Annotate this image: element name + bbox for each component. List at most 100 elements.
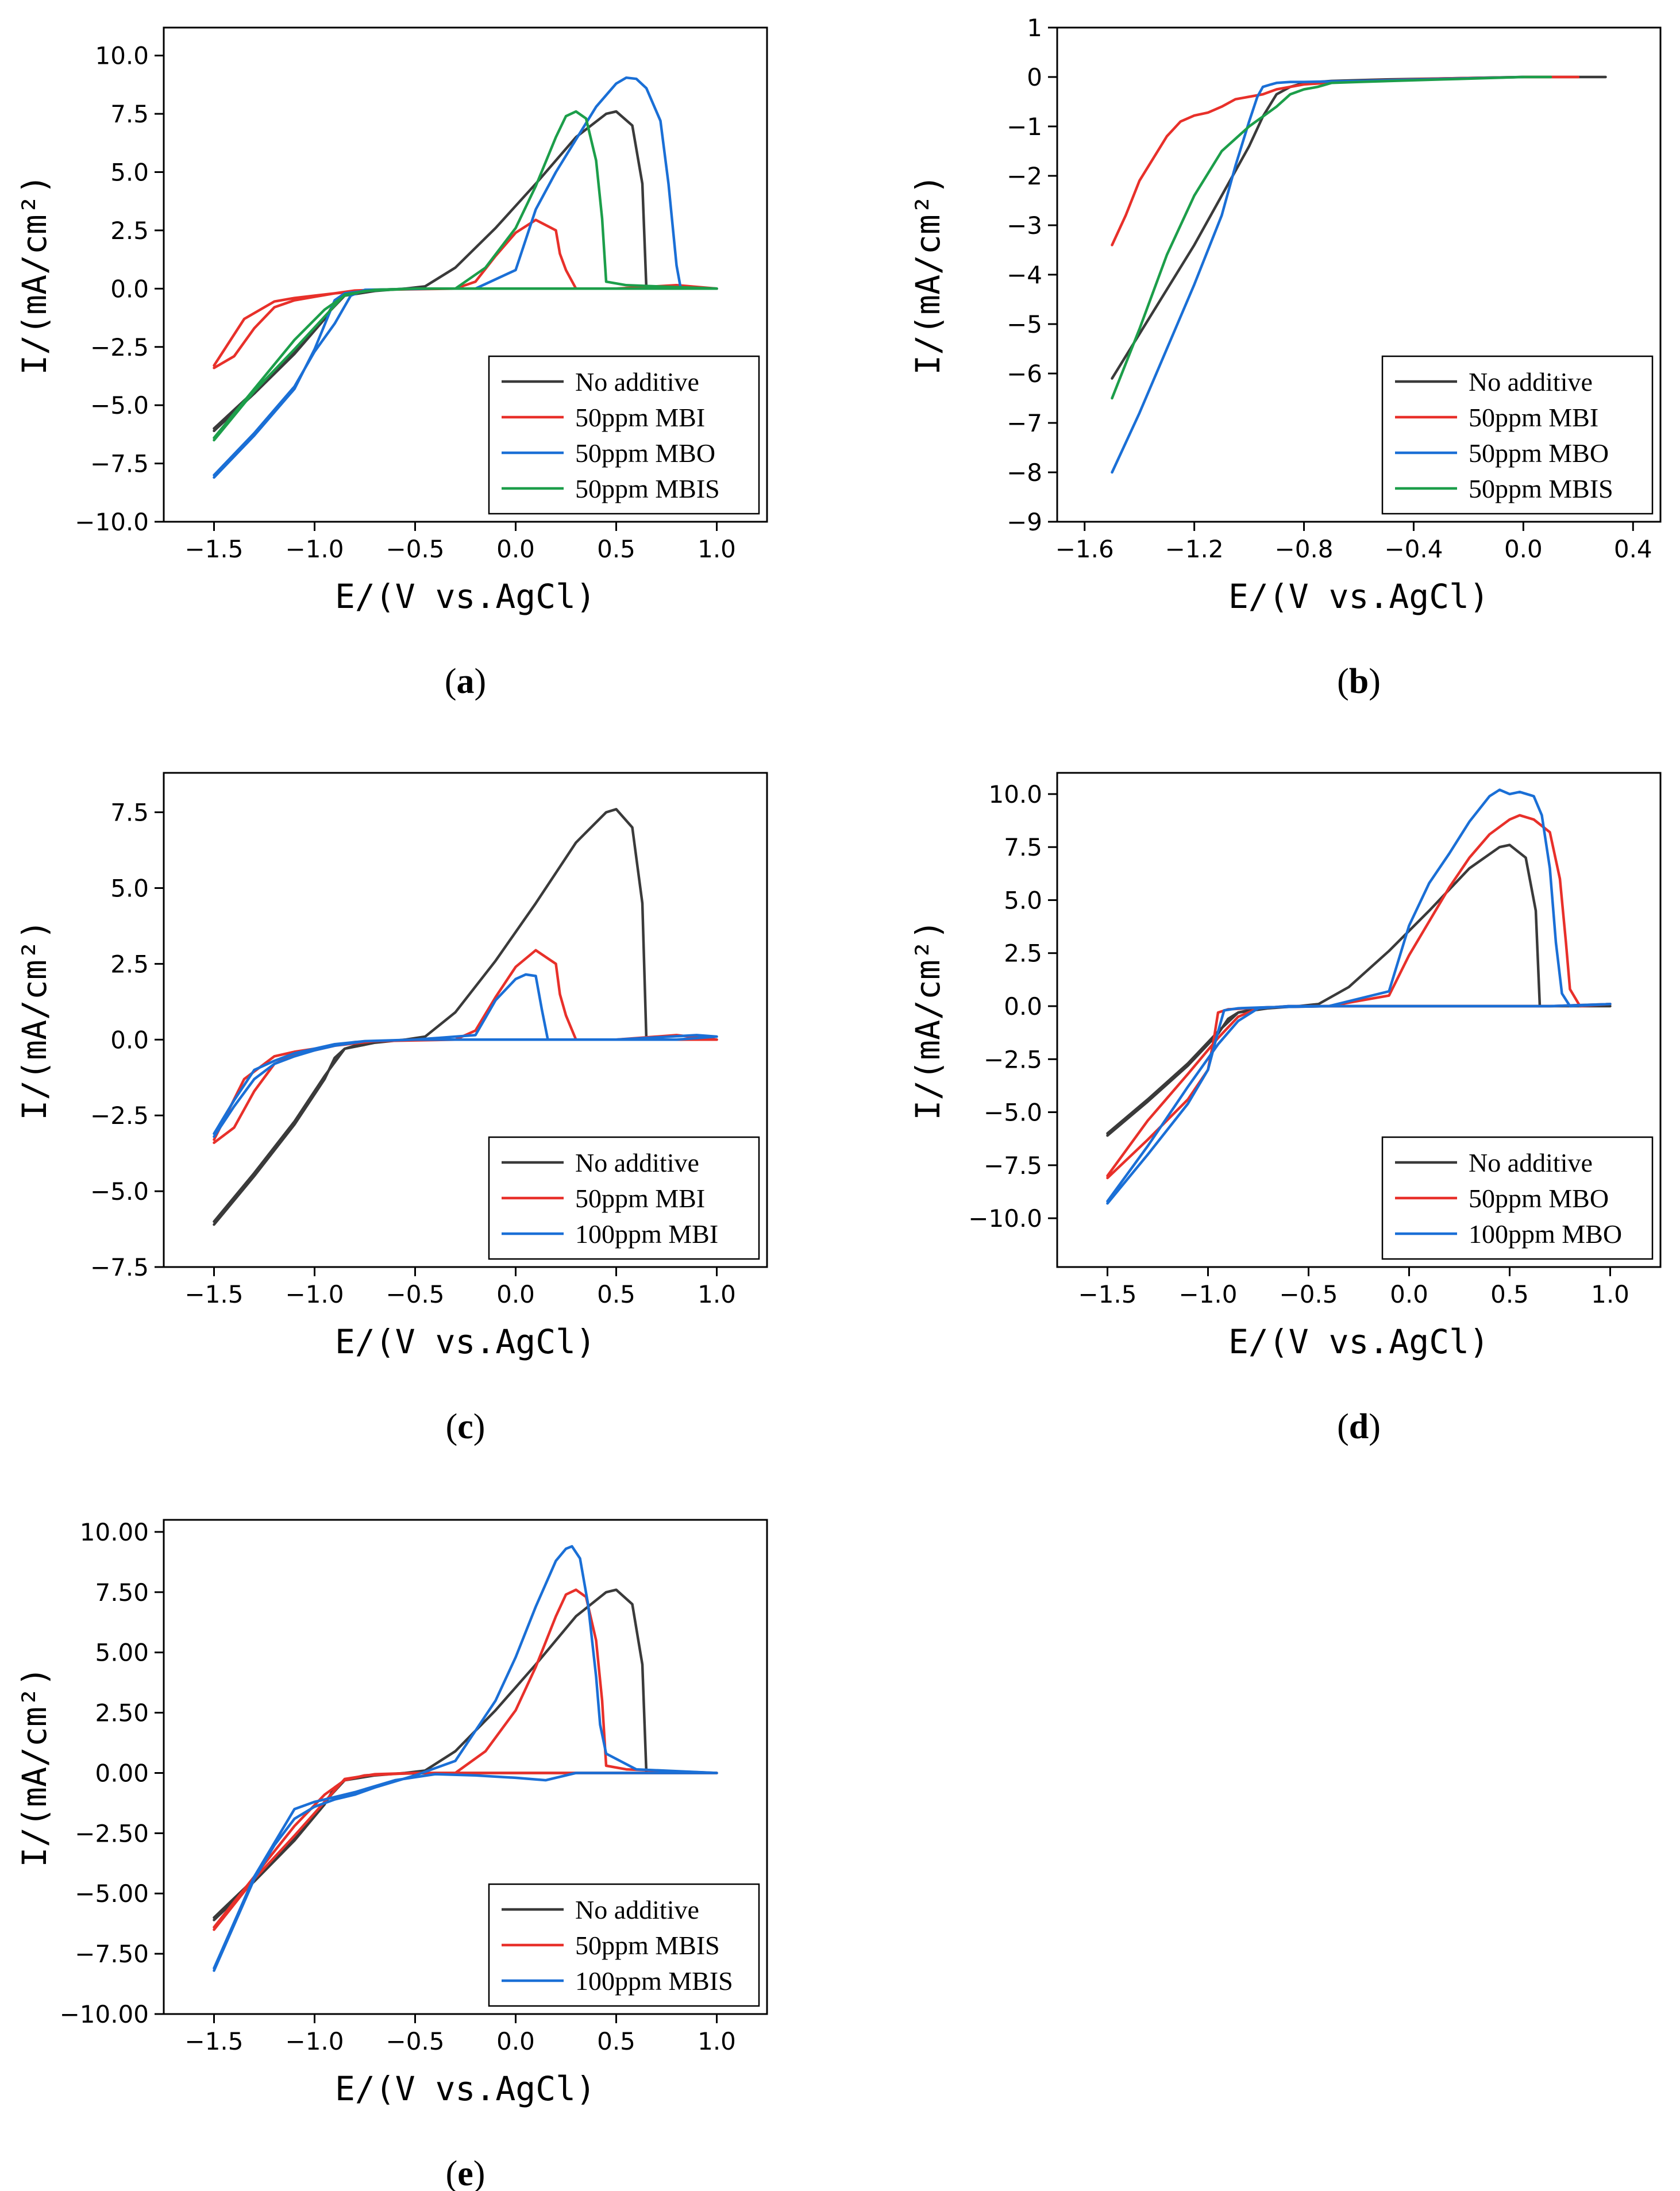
legend: No additive 50ppm MBI 50ppm MBO 50ppm MBIS: [1381, 355, 1654, 515]
x-tick-label: 1.0: [698, 2027, 736, 2055]
x-tick-label: 1.0: [698, 1280, 736, 1308]
plot-frame: [1056, 772, 1662, 1268]
panel-label-close: ): [1369, 662, 1381, 701]
panel-label-letter: a: [457, 662, 475, 701]
legend-label: No additive: [1469, 367, 1593, 396]
y-tick-label: 7.5: [1004, 833, 1042, 861]
x-tick-label: −0.5: [386, 2027, 445, 2055]
panel-label-close: ): [1369, 1407, 1381, 1446]
y-tick-label: 10.0: [988, 780, 1042, 808]
y-tick-label: −5.0: [90, 1177, 149, 1206]
x-tick-label: 0.0: [1504, 535, 1543, 563]
series-line-no-additive: [1111, 75, 1607, 380]
x-tick-label: −0.8: [1275, 535, 1334, 563]
panel-c: −1.5 −1.0 −0.5 0.0 0.5 1.0 −7.5 −5.0 −2.5 0.0 2.5 5…: [15, 772, 768, 1446]
y-axis-label: I/(mA/cm²): [15, 919, 54, 1120]
panel-d: −1.5 −1.0 −0.5 0.0 0.5 1.0 −10.0 −7.5 −5.0 −2.5 0.…: [908, 772, 1662, 1446]
series-group: [213, 1545, 718, 1972]
y-tick-label: 0.0: [110, 1026, 149, 1054]
panel-label-letter: b: [1349, 662, 1369, 701]
series-line-50ppm-mbi: [213, 218, 718, 369]
panel-label-letter: d: [1349, 1407, 1369, 1446]
legend-label: 50ppm MBI: [575, 1184, 705, 1213]
y-tick-label: −3: [1007, 211, 1042, 240]
legend-label: 50ppm MBO: [1469, 1184, 1609, 1213]
y-tick-label: −10.00: [60, 2000, 149, 2028]
legend-label: 50ppm MBI: [1469, 403, 1598, 432]
legend-label: 50ppm MBIS: [1469, 474, 1613, 503]
legend-label: 50ppm MBIS: [575, 474, 720, 503]
panel-label: (c): [446, 1407, 485, 1446]
x-tick-label: −1.6: [1055, 535, 1114, 563]
legend-label: 50ppm MBI: [575, 403, 705, 432]
plot-frame: [163, 1519, 768, 2015]
y-tick-label: −7.5: [90, 1253, 149, 1281]
x-tick-label: 0.5: [597, 2027, 635, 2055]
series-group: [1111, 75, 1607, 474]
x-tick-label: 1.0: [698, 535, 736, 563]
x-axis-label: E/(V vs.AgCl): [335, 577, 596, 616]
panel-label-close: ): [473, 2154, 485, 2191]
series-line-100ppm-mbo: [1106, 788, 1612, 1205]
legend: No additive 50ppm MBI 100ppm MBI: [488, 1136, 760, 1260]
panel-label-open: (: [1337, 662, 1349, 701]
y-tick-label: 0.00: [95, 1759, 149, 1787]
panel-label-letter: c: [457, 1407, 473, 1446]
series-line-100ppm-mbis: [213, 1545, 718, 1972]
panel-e: −1.5 −1.0 −0.5 0.0 0.5 1.0 −10.00 −7.50 −5.00 −2.…: [15, 1518, 768, 2191]
panel-label-open: (: [446, 2154, 458, 2191]
y-tick-label: 5.0: [110, 874, 149, 902]
legend-label: 50ppm MBO: [575, 438, 715, 468]
y-tick-label: 7.50: [95, 1578, 149, 1607]
y-tick-label: −8: [1007, 459, 1042, 487]
y-tick-label: −7.5: [90, 450, 149, 478]
y-tick-label: 10.00: [80, 1518, 149, 1546]
y-tick-label: −2.5: [984, 1045, 1042, 1073]
x-axis-label: E/(V vs.AgCl): [1228, 577, 1489, 616]
y-axis-label: I/(mA/cm²): [15, 1666, 54, 1867]
y-tick-label: −2.5: [90, 333, 149, 361]
y-tick-label: −1: [1007, 113, 1042, 141]
x-axis-label: E/(V vs.AgCl): [335, 1322, 596, 1361]
x-tick-label: −0.5: [386, 535, 445, 563]
y-tick-label: 2.5: [110, 950, 149, 978]
x-tick-label: −1.5: [185, 1280, 244, 1308]
legend: No additive 50ppm MBO 100ppm MBO: [1381, 1136, 1654, 1260]
x-tick-label: 0.0: [496, 535, 535, 563]
y-tick-label: 10.0: [95, 42, 149, 70]
x-tick-label: −1.0: [286, 2027, 344, 2055]
x-tick-label: −0.4: [1384, 535, 1443, 563]
y-tick-label: −9: [1007, 508, 1042, 536]
legend-label: 100ppm MBO: [1469, 1219, 1622, 1249]
y-tick-label: 5.00: [95, 1639, 149, 1667]
y-axis-label: I/(mA/cm²): [908, 174, 947, 375]
series-line-50ppm-mbis: [1111, 75, 1552, 400]
x-tick-label: −1.0: [1179, 1280, 1238, 1308]
legend: No additive 50ppm MBIS 100ppm MBIS: [488, 1883, 760, 2007]
x-tick-label: 0.0: [496, 2027, 535, 2055]
plot-frame: [163, 772, 768, 1268]
x-tick-label: 0.5: [597, 535, 635, 563]
x-tick-label: 1.0: [1591, 1280, 1629, 1308]
panel-label-close: ): [475, 662, 487, 701]
y-tick-label: −5.00: [75, 1880, 149, 1908]
y-tick-label: −7.5: [984, 1152, 1042, 1180]
panel-label-letter: e: [457, 2154, 473, 2191]
panel-b: −1.6 −1.2 −0.8 −0.4 0.0 0.4 −9 −8 −7 −6 −5 −4 −3 −2 −1…: [908, 14, 1662, 701]
panel-label: (d): [1337, 1407, 1381, 1446]
y-tick-label: −10.0: [75, 508, 149, 536]
x-tick-label: −1.0: [286, 535, 344, 563]
panel-a: −1.5 −1.0 −0.5 0.0 0.5 1.0 −10.0 −7.5 −5.0 −2.5 0.…: [15, 26, 768, 701]
x-tick-label: −1.5: [185, 2027, 244, 2055]
legend-label: 100ppm MBI: [575, 1219, 718, 1249]
plot-frame: [163, 26, 768, 523]
legend-label: No additive: [575, 1895, 699, 1924]
x-tick-label: −1.0: [286, 1280, 344, 1308]
x-tick-label: 0.0: [496, 1280, 535, 1308]
series-line-100ppm-mbi: [213, 973, 718, 1138]
panel-label-open: (: [445, 662, 457, 701]
y-tick-label: −2.50: [75, 1819, 149, 1847]
series-line-50ppm-mbi: [213, 949, 718, 1144]
y-axis-label: I/(mA/cm²): [908, 919, 947, 1120]
